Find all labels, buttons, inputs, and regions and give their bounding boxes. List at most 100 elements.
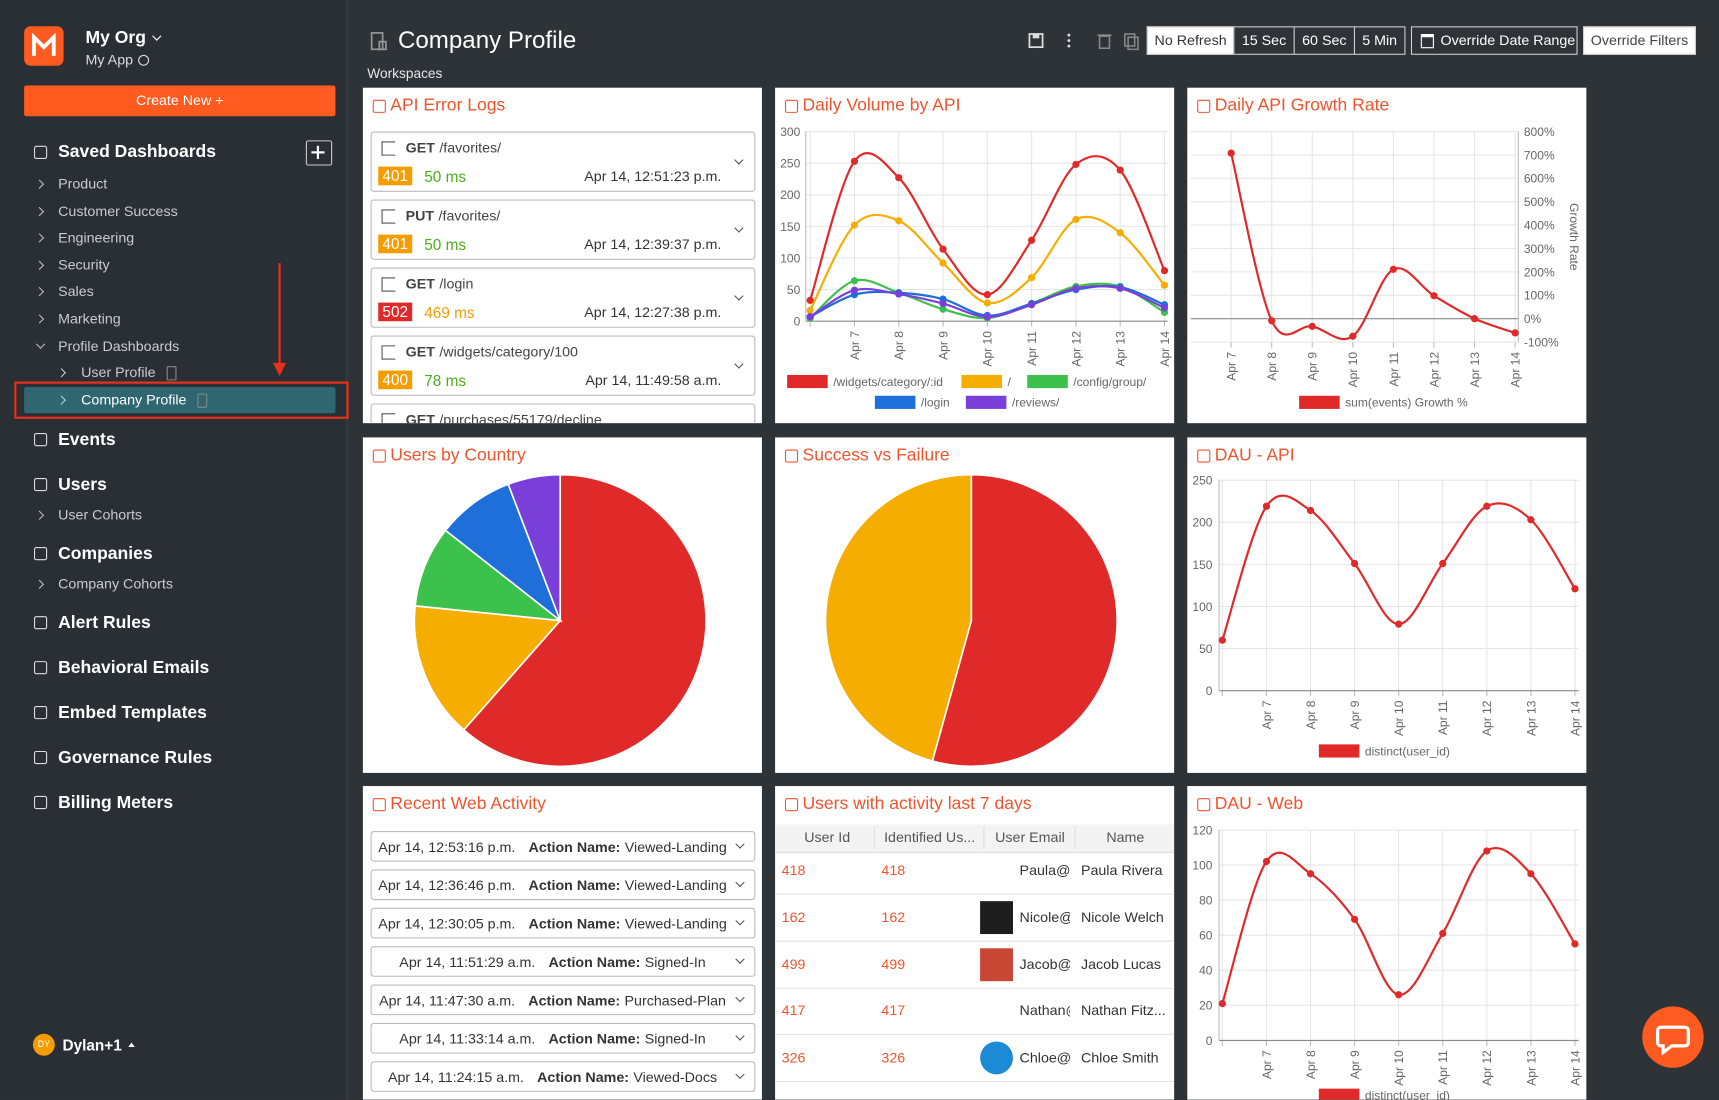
table-cell[interactable]: Paula Rivera: [1080, 861, 1163, 879]
legend-swatch: [874, 395, 916, 409]
activity-row[interactable]: Apr 14, 11:33:14 a.m. Action Name: Signed-…: [370, 1022, 756, 1054]
table-cell[interactable]: Paula@(: [1019, 861, 1070, 879]
data-point: [939, 305, 947, 313]
add-dashboard[interactable]: [305, 140, 333, 166]
filters-button[interactable]: Override Filters: [1583, 26, 1696, 55]
nav-item[interactable]: User Cohorts: [58, 505, 143, 523]
activity-row[interactable]: Apr 14, 11:24:15 a.m. Action Name: Viewed-…: [370, 1061, 756, 1092]
lock-icon: [197, 393, 208, 408]
dashboard-item[interactable]: Sales: [58, 283, 94, 300]
log-time: Apr 14, 12:51:23 p.m.: [584, 167, 722, 185]
table-cell[interactable]: 499: [781, 955, 806, 972]
log-entry[interactable]: GET/login 502 469 ms Apr 14, 12:27:38 p.m.: [370, 267, 756, 328]
chart: Apr 7 Apr 8 Apr 9 Apr 10 Apr 11 Apr 12 Apr 13 A…: [780, 125, 1172, 410]
dashboard-group[interactable]: Profile Dashboards: [58, 337, 180, 354]
icon: [33, 477, 48, 492]
table-cell[interactable]: Nathan Fitz...: [1080, 1002, 1166, 1019]
table-cell[interactable]: 326: [881, 1049, 906, 1066]
method-icon: [381, 141, 396, 156]
column-header[interactable]: Identified Us...: [873, 826, 985, 849]
table-cell[interactable]: Jacob@(: [1019, 955, 1070, 972]
legend-swatch: [965, 395, 1007, 409]
nav-section[interactable]: Events: [58, 430, 116, 450]
status-badge: 400: [378, 370, 413, 390]
data-point: [1511, 329, 1519, 337]
table-cell[interactable]: Jacob Lucas: [1080, 955, 1161, 972]
column-header[interactable]: User Id: [804, 828, 851, 846]
x-tick-label: Apr 7: [848, 331, 862, 360]
annotation-arrow: [272, 263, 287, 377]
activity-row[interactable]: Apr 14, 12:36:46 p.m. Action Name: Viewed-…: [370, 869, 756, 901]
profile-dashboard-item[interactable]: User Profile: [81, 364, 156, 381]
log-entry[interactable]: GET/purchases/55179/decline: [370, 403, 756, 424]
user-name[interactable]: Dylan+1: [62, 1036, 122, 1054]
activity-row[interactable]: Apr 14, 12:30:05 p.m. Action Name: Viewed-…: [370, 907, 756, 939]
table-cell[interactable]: Nicole@: [1019, 908, 1070, 926]
activity-row[interactable]: Apr 14, 12:53:16 p.m. Action Name: Viewed-…: [370, 830, 756, 862]
table-cell[interactable]: 417: [781, 1002, 806, 1019]
table-cell[interactable]: 418: [781, 861, 806, 879]
dashboard-item[interactable]: Product: [58, 175, 108, 192]
date-range-button[interactable]: Override Date Range: [1410, 26, 1578, 55]
panel: Users by Country: [362, 437, 762, 773]
profile-dashboard-item[interactable]: Company Profile: [81, 391, 187, 408]
table-cell[interactable]: 499: [881, 955, 906, 972]
table-cell[interactable]: 162: [781, 908, 806, 926]
table-cell[interactable]: Chloe@s: [1019, 1049, 1070, 1066]
legend-label: /config/group/: [1073, 375, 1147, 389]
toolbar-icons[interactable]: [1026, 31, 1142, 53]
log-path: /login: [439, 275, 474, 292]
nav-item[interactable]: Company Cohorts: [58, 575, 173, 592]
activity-row[interactable]: Apr 14, 11:51:29 a.m. Action Name: Signed-…: [370, 946, 756, 977]
nav-section[interactable]: Companies: [58, 544, 153, 564]
column-header[interactable]: User Email: [983, 826, 1075, 849]
table-cell[interactable]: Nathan@: [1019, 1002, 1070, 1019]
y-tick-label: 200%: [1524, 265, 1555, 279]
log-entry[interactable]: PUT/favorites/401 50 ms Apr 14, 12:39:37 p…: [370, 199, 756, 260]
nav-section[interactable]: Users: [58, 475, 107, 495]
dashboard-item[interactable]: Security: [58, 256, 110, 273]
org-name[interactable]: My Org: [85, 28, 146, 48]
log-path: /favorites/: [439, 139, 502, 156]
avatar[interactable]: DY: [32, 1033, 55, 1056]
activity-row[interactable]: Apr 14, 11:47:30 a.m. Action Name: Purchas…: [370, 984, 756, 1016]
y-tick-label: 200: [1192, 516, 1212, 530]
nav-section[interactable]: Behavioral Emails: [58, 658, 210, 678]
nav-section[interactable]: Billing Meters: [58, 793, 174, 813]
legend-label: sum(events) Growth %: [1345, 396, 1468, 410]
x-tick-label: Apr 13: [1468, 352, 1482, 388]
table-cell[interactable]: 326: [781, 1049, 806, 1066]
create-button[interactable]: Create New +: [24, 85, 336, 117]
column-header[interactable]: Name: [1074, 826, 1174, 849]
chat-button[interactable]: [1642, 1006, 1704, 1068]
dashboard-item[interactable]: Marketing: [58, 310, 121, 327]
y-tick-label: 150: [1192, 558, 1212, 572]
table-cell[interactable]: Chloe Smith: [1080, 1049, 1159, 1066]
table-cell[interactable]: 417: [881, 1002, 906, 1019]
refresh-button[interactable]: 15 Sec: [1233, 26, 1295, 55]
log-entry[interactable]: GET/favorites/401 50 ms Apr 14, 12:51:23 p…: [370, 131, 756, 192]
refresh-button[interactable]: 5 Min: [1353, 26, 1406, 55]
data-point: [1395, 620, 1403, 628]
row-divider: [775, 1034, 1175, 1036]
log-entry[interactable]: GET/widgets/category/100 400 78 ms Apr 14, …: [370, 335, 756, 396]
header-icons[interactable]: [1026, 31, 1142, 58]
refresh-button[interactable]: 60 Sec: [1293, 26, 1356, 55]
x-tick-label: Apr 9: [1348, 1050, 1362, 1079]
data-point: [850, 157, 859, 165]
nav-section[interactable]: Alert Rules: [58, 613, 151, 633]
table-cell[interactable]: 162: [881, 908, 906, 926]
table-cell[interactable]: Nicole Welch: [1080, 908, 1164, 926]
logo[interactable]: [24, 26, 64, 66]
saved-dashboards-title[interactable]: Saved Dashboards: [58, 142, 217, 162]
table-cell[interactable]: 418: [881, 861, 906, 879]
dashboard-item[interactable]: Engineering: [58, 229, 135, 246]
nav-section[interactable]: Embed Templates: [58, 703, 207, 723]
dashboard-item[interactable]: Customer Success: [58, 202, 178, 219]
refresh-button[interactable]: No Refresh: [1146, 26, 1235, 55]
legend-swatch: [961, 374, 1003, 389]
nav-section[interactable]: Governance Rules: [58, 748, 213, 768]
x-tick-label: Apr 10: [1392, 1050, 1406, 1086]
activity-text: Apr 14, 11:33:14 a.m. Action Name: Signed-…: [372, 1024, 734, 1053]
app-name[interactable]: My App: [85, 51, 134, 68]
